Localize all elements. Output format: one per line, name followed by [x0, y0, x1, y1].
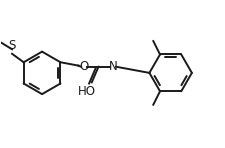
Text: HO: HO [78, 85, 96, 98]
Text: O: O [79, 60, 89, 73]
Text: N: N [109, 60, 117, 73]
Text: S: S [8, 39, 16, 52]
